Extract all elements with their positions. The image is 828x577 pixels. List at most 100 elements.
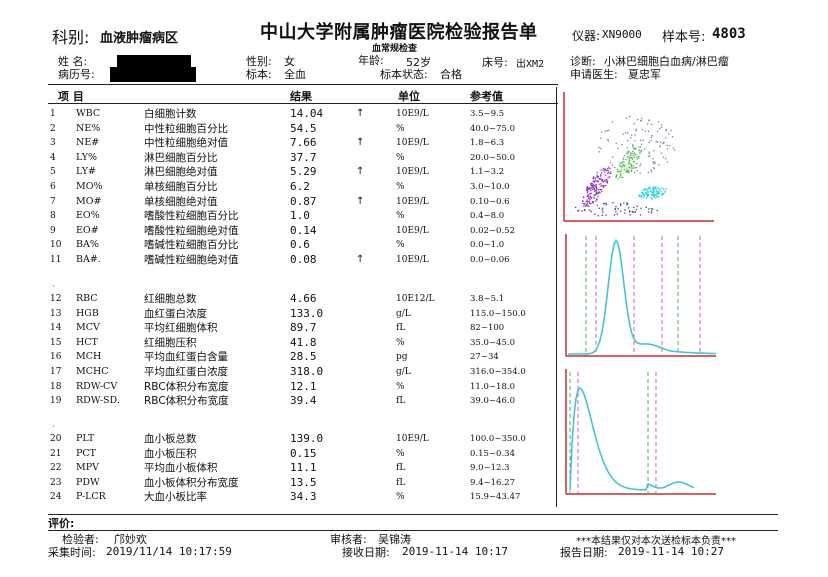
scatter-dot-neut	[628, 166, 630, 168]
test-code: MO%	[76, 181, 103, 192]
table-row: 3 NE# 中性粒细胞绝对值 7.66 ↑ 10E9/L 1.8~6.3	[0, 136, 560, 150]
test-code: PLT	[76, 433, 95, 444]
scatter-dot-debris	[650, 207, 652, 210]
bed-value: 出XM2	[516, 59, 545, 70]
test-result: 0.15	[290, 446, 317, 460]
test-unit: 10E9/L	[396, 225, 429, 236]
scatter-dot-misc	[648, 141, 650, 143]
scatter-dot-misc	[670, 129, 672, 132]
test-code: BA%	[76, 239, 99, 251]
tester-value: 邝妙欢	[114, 533, 147, 546]
test-code: EO%	[76, 210, 100, 222]
reference-range: 0.10~0.6	[470, 196, 510, 207]
scatter-dot-lymph	[590, 185, 592, 187]
scatter-dot-neut	[633, 154, 635, 156]
footer-divider	[48, 514, 778, 515]
scatter-dot-lymph	[595, 189, 598, 191]
scatter-dot-lymph	[587, 194, 589, 196]
scatter-dot-neut	[619, 166, 621, 168]
scatter-dot-lymph	[595, 187, 597, 189]
reference-range: 27~34	[470, 352, 499, 363]
scatter-dot-neut	[638, 149, 640, 151]
scatter-dot-lymph	[599, 192, 601, 194]
scatter-dot-neut	[635, 153, 637, 155]
test-unit: %	[396, 448, 405, 459]
scatter-dot-debris	[575, 206, 577, 209]
test-code: BA#.	[76, 254, 101, 265]
row-number: 15	[50, 337, 62, 348]
redacted-record	[110, 67, 196, 82]
scatter-dot-misc	[630, 170, 633, 172]
specimen-value: 全血	[284, 68, 306, 81]
scatter-dot-misc	[615, 142, 617, 145]
scatter-dot-lymph	[594, 189, 596, 192]
test-unit: %	[396, 381, 405, 392]
scatter-dot-neut	[615, 175, 617, 177]
scatter-dot-neut	[628, 171, 630, 173]
scatter-dot-misc	[674, 149, 676, 151]
scatter-dot-neut	[630, 152, 632, 154]
scatter-dot-lymph	[582, 196, 585, 199]
scatter-dot-misc	[653, 150, 655, 152]
scatter-dot-misc	[658, 121, 660, 123]
scatter-dot-lymph	[601, 179, 603, 181]
row-number: 6	[50, 182, 56, 192]
row-number: 23	[50, 477, 62, 488]
scatter-dot-mono	[644, 188, 646, 191]
table-row: 20 PLT 血小板总数 139.0 10E9/L 100.0~350.0	[0, 432, 560, 446]
table-row: 11 BA#. 嗜碱性粒细胞绝对值 0.08 ↑ 10E9/L 0.0~0.06	[0, 253, 560, 267]
scatter-dot-lymph	[600, 174, 602, 176]
instrument-label: 仪器:	[572, 29, 601, 43]
scatter-dot-misc	[658, 128, 661, 130]
scatter-dot-misc	[650, 139, 652, 142]
test-result: 12.1	[290, 379, 317, 393]
scatter-dot-mono	[652, 194, 654, 196]
collect-value: 2019/11/14 10:17:59	[106, 545, 232, 558]
test-name: 嗜碱性粒细胞百分比	[144, 239, 239, 252]
scatter-dot-mono	[653, 189, 655, 191]
scatter-dot-lymph	[588, 188, 590, 190]
scatter-dot-debris	[603, 203, 605, 205]
scatter-dot-mono	[657, 190, 659, 192]
scatter-dot-lymph	[605, 179, 608, 181]
test-result: 4.66	[290, 292, 317, 305]
scatter-dot-debris	[601, 214, 604, 216]
reviewer-value: 吴锦涛	[378, 533, 411, 546]
scatter-dot-debris	[615, 211, 617, 213]
scatter-dot-lymph	[592, 180, 594, 182]
scatter-dot-lymph	[586, 202, 589, 204]
scatter-dot-lymph	[603, 180, 606, 182]
scatter-dot-lymph	[601, 172, 603, 174]
scatter-dot-misc	[636, 170, 638, 172]
scatter-dot-debris	[633, 211, 635, 213]
table-row: 9 EO# 嗜酸性粒细胞绝对值 0.14 10E9/L 0.02~0.52	[0, 224, 560, 238]
scatter-dot-misc	[665, 137, 667, 139]
scatter-dot-lymph	[589, 193, 591, 195]
plt-histogram-curve	[569, 386, 695, 491]
test-name: 平均血红蛋白含量	[144, 351, 228, 364]
age-label: 年龄:	[358, 54, 384, 67]
scatter-dot-neut	[620, 169, 622, 171]
row-number: 20	[50, 434, 62, 444]
scatter-dot-mono	[648, 187, 650, 190]
scatter-dot-misc	[635, 128, 637, 130]
scatter-dot-lymph	[587, 187, 589, 190]
scatter-dot-neut	[633, 160, 635, 162]
scatter-dot-mono	[665, 188, 667, 190]
scatter-dot-mono	[641, 191, 644, 193]
scatter-dot-lymph	[602, 169, 605, 171]
reference-range: 316.0~354.0	[470, 367, 526, 377]
scatter-dot-mono	[649, 186, 651, 188]
scatter-dot-debris	[635, 209, 638, 211]
scatter-dot-lymph	[595, 200, 597, 202]
scatter-dot-mono	[664, 190, 666, 192]
test-result: 89.7	[290, 321, 317, 335]
scatter-dot-debris	[639, 214, 642, 216]
scatter-dot-neut	[627, 151, 630, 153]
reference-range: 11.0~18.0	[470, 381, 515, 392]
reference-range: 3.0~10.0	[470, 182, 510, 192]
scatter-dot-neut	[625, 168, 628, 170]
scatter-dot-mono	[651, 192, 653, 194]
scatter-dot-lymph	[602, 181, 604, 183]
test-result: 14.04	[290, 107, 324, 120]
